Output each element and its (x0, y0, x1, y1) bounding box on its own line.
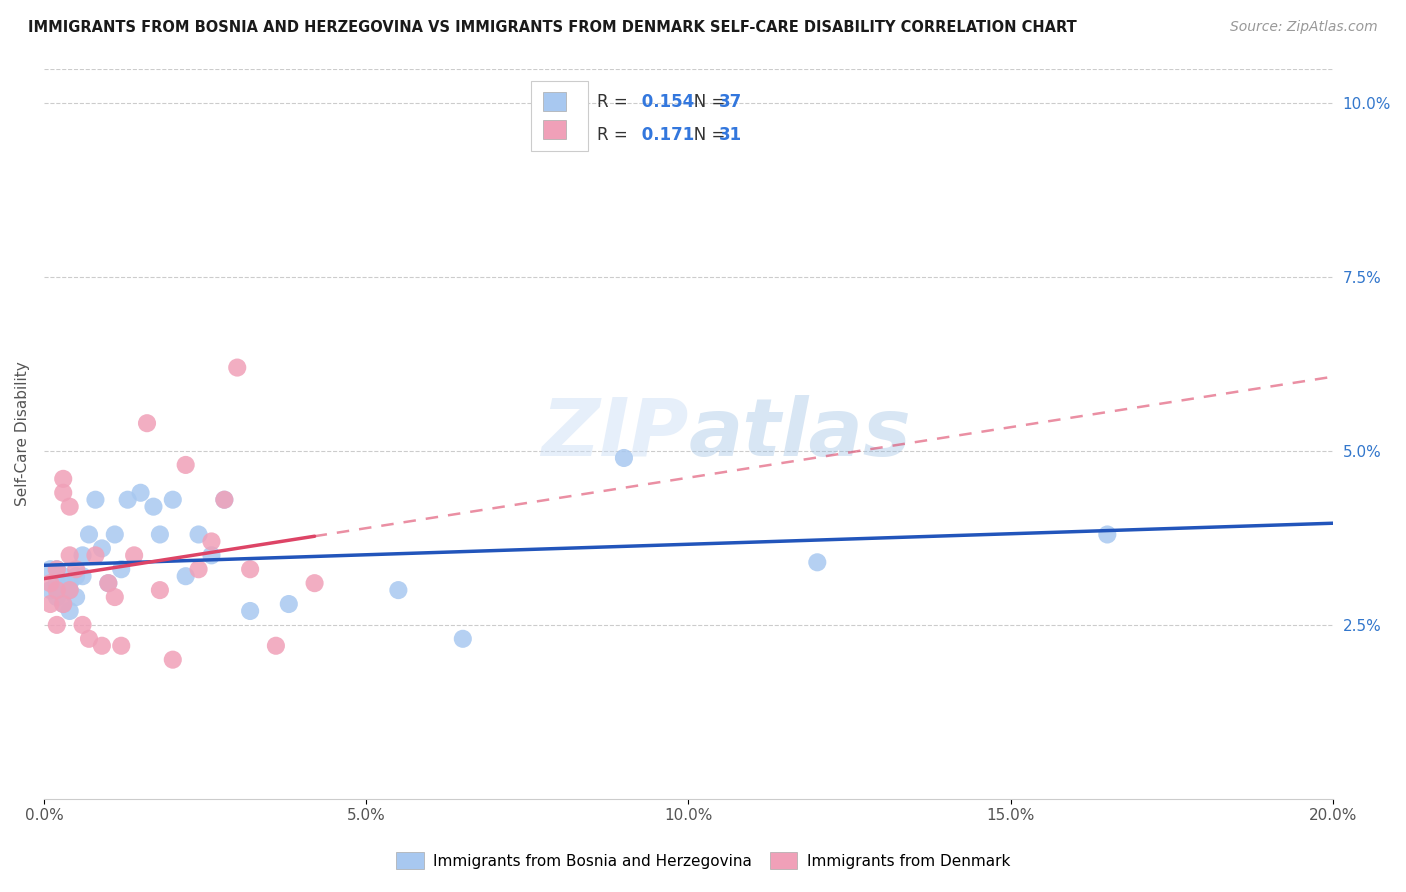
Text: atlas: atlas (689, 394, 911, 473)
Point (200, 549, 222, 563)
Point (187, 562, 209, 576)
Point (214, 492, 236, 507)
Point (77, 527, 100, 541)
Point (45, 590, 67, 604)
Point (387, 583, 409, 598)
Point (84, 492, 107, 507)
Point (52, 583, 75, 598)
Text: ZIP: ZIP (541, 394, 689, 473)
Point (304, 576, 326, 591)
Point (110, 639, 132, 653)
Text: 0.154: 0.154 (636, 93, 693, 111)
Point (45, 618, 67, 632)
Point (97, 576, 120, 591)
Point (72, 549, 94, 563)
Point (52, 485, 75, 500)
Text: R =: R = (598, 93, 633, 111)
Point (806, 555, 828, 569)
Point (1097, 527, 1119, 541)
Point (451, 632, 474, 646)
Point (59, 500, 82, 514)
Point (239, 604, 262, 618)
Point (52, 472, 75, 486)
Point (613, 450, 636, 465)
Point (187, 527, 209, 541)
Point (200, 534, 222, 549)
Text: N =: N = (678, 93, 731, 111)
Point (52, 569, 75, 583)
Text: 0.171: 0.171 (636, 126, 693, 144)
Point (39, 562, 62, 576)
Point (59, 576, 82, 591)
Point (84, 549, 107, 563)
Legend: Immigrants from Bosnia and Herzegovina, Immigrants from Denmark: Immigrants from Bosnia and Herzegovina, … (389, 846, 1017, 875)
Point (142, 500, 165, 514)
Text: Source: ZipAtlas.com: Source: ZipAtlas.com (1230, 20, 1378, 34)
Text: N =: N = (678, 126, 731, 144)
Point (264, 639, 287, 653)
Point (129, 485, 152, 500)
Point (162, 653, 184, 667)
Point (45, 576, 67, 591)
Point (52, 597, 75, 611)
Point (149, 527, 172, 541)
Point (65, 562, 87, 576)
Point (77, 632, 100, 646)
Point (162, 492, 184, 507)
Point (174, 458, 197, 472)
Point (90, 639, 112, 653)
Point (149, 583, 172, 598)
Point (45, 562, 67, 576)
Point (39, 597, 62, 611)
Point (59, 583, 82, 598)
Point (52, 597, 75, 611)
Point (39, 583, 62, 598)
Text: 37: 37 (720, 93, 742, 111)
Point (72, 569, 94, 583)
Point (122, 549, 145, 563)
Point (72, 618, 94, 632)
Point (104, 527, 127, 541)
Point (59, 604, 82, 618)
Text: R =: R = (598, 126, 633, 144)
Point (277, 597, 299, 611)
Point (39, 576, 62, 591)
Point (65, 590, 87, 604)
Point (90, 541, 112, 556)
Text: 31: 31 (720, 126, 742, 144)
Y-axis label: Self-Care Disability: Self-Care Disability (15, 361, 30, 506)
Point (97, 576, 120, 591)
Point (174, 569, 197, 583)
Point (239, 562, 262, 576)
Point (59, 583, 82, 598)
Point (45, 562, 67, 576)
Legend: , : , (531, 80, 588, 151)
Point (65, 569, 87, 583)
Point (226, 360, 249, 375)
Point (110, 562, 132, 576)
Point (45, 583, 67, 598)
Text: IMMIGRANTS FROM BOSNIA AND HERZEGOVINA VS IMMIGRANTS FROM DENMARK SELF-CARE DISA: IMMIGRANTS FROM BOSNIA AND HERZEGOVINA V… (28, 20, 1077, 35)
Point (104, 590, 127, 604)
Point (136, 416, 159, 430)
Point (117, 492, 139, 507)
Point (59, 549, 82, 563)
Point (214, 492, 236, 507)
